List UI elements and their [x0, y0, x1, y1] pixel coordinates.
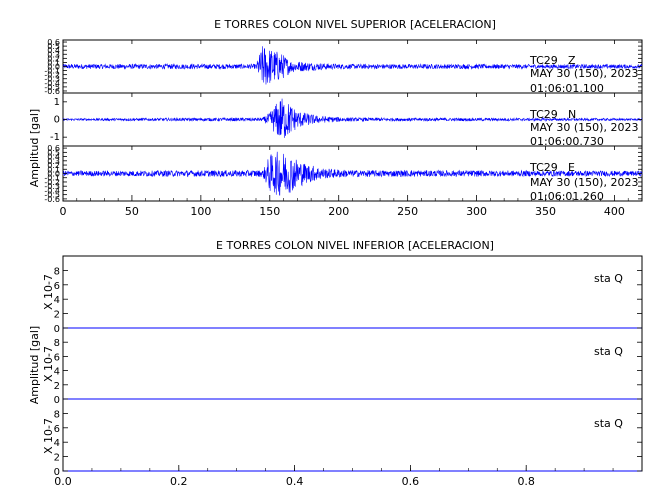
station-n: TC29 [529, 108, 558, 121]
y-tick-label: 0.4 [47, 153, 60, 162]
date-n: MAY 30 (150), 2023 [530, 121, 638, 134]
upper-y-axis-label: Amplitud [gal] [28, 109, 41, 187]
y-tick-label: 6 [54, 424, 60, 435]
y-tick-label: 8 [54, 409, 60, 420]
y-tick-label: -0.4 [44, 79, 60, 88]
y-tick-label: 0 [54, 324, 60, 335]
component-n: N [568, 108, 576, 121]
x-tick-label: 100 [190, 205, 211, 218]
sta-label-2: sta Q [594, 345, 623, 358]
y-tick-label: 0.5 [47, 42, 60, 51]
y-tick-label: 0.1 [47, 165, 60, 174]
upper-plot-area: 0.60.50.40.30.20.10.0-0.1-0.2-0.3-0.4-0.… [44, 38, 643, 218]
y-tick-label: 0.1 [47, 58, 60, 67]
y-tick-label: -0.5 [44, 191, 60, 200]
y-tick-label: 2 [54, 310, 60, 321]
lower-panel-1 [62, 255, 643, 329]
svg-text:E: E [568, 161, 575, 174]
scale-label-3: X 10-7 [42, 418, 55, 454]
y-tick-label: 6 [54, 352, 60, 363]
lower-panel-2 [62, 327, 643, 400]
y-tick-label: 0.5 [47, 148, 60, 157]
x-tick-label: 0 [60, 205, 67, 218]
x-tick-label: 0.4 [286, 475, 304, 488]
x-tick-label: 400 [604, 205, 625, 218]
y-tick-label: -0.5 [44, 83, 60, 92]
y-tick-label: 8 [54, 266, 60, 277]
scale-label-2: X 10-7 [42, 346, 55, 382]
time-z: 01:06:01.100 [530, 82, 604, 95]
x-tick-label: 200 [328, 205, 349, 218]
date-e: MAY 30 (150), 2023 [530, 176, 638, 189]
trace-z [62, 46, 643, 85]
x-tick-label: 300 [466, 205, 487, 218]
lower-panel-3 [62, 398, 643, 472]
station-e: TC29 [529, 161, 558, 174]
y-tick-label: -0.1 [44, 174, 60, 183]
y-tick-label: 0.3 [47, 157, 60, 166]
lower-y-axis-label: Amplitud [gal] [28, 326, 41, 404]
svg-text:Z: Z [568, 54, 576, 67]
x-tick-label: 350 [535, 205, 556, 218]
y-tick-label: 2 [54, 381, 60, 392]
sta-label-1: sta Q [594, 272, 623, 285]
x-tick-label: 0.2 [170, 475, 188, 488]
y-tick-label: 0 [54, 467, 60, 478]
channel-label-n: TC29 N MAY 30 (150), 2023 01:06:00.730 [529, 108, 638, 148]
x-tick-label: 50 [125, 205, 139, 218]
y-tick-label: 6 [54, 281, 60, 292]
y-tick-label: 0.4 [47, 46, 60, 55]
sta-label-3: sta Q [594, 417, 623, 430]
y-tick-label: 8 [54, 338, 60, 349]
lower-chart-title: E TORRES COLON NIVEL INFERIOR [ACELERACI… [216, 239, 494, 252]
y-tick-label: -0.1 [44, 67, 60, 76]
y-tick-label: 0 [54, 115, 60, 126]
y-tick-label: 0.6 [47, 38, 60, 47]
svg-text:N: N [568, 108, 576, 121]
scale-label-1: X 10-7 [42, 274, 55, 310]
y-tick-label: 2 [54, 453, 60, 464]
channel-label-z: TC29 Z MAY 30 (150), 2023 01:06:01.100 [529, 54, 638, 95]
x-tick-label: 150 [259, 205, 280, 218]
y-tick-label: 0.2 [47, 161, 60, 170]
lower-plot-area: 8 6 4 2 0 8 6 4 2 0 8 6 4 2 0 0.0 0.2 0.4 0.6 0.8 [54, 255, 643, 488]
y-tick-label: 0 [54, 395, 60, 406]
date-z: MAY 30 (150), 2023 [530, 67, 638, 80]
y-tick-label: -0.3 [44, 75, 60, 84]
time-n: 01:06:00.730 [530, 135, 604, 148]
trace-n [62, 98, 643, 138]
x-tick-label: 0.0 [54, 475, 72, 488]
time-e: 01:06:01.260 [530, 190, 604, 203]
y-tick-label: 4 [54, 295, 60, 306]
component-e: E [568, 161, 575, 174]
y-tick-label: -0.3 [44, 182, 60, 191]
svg-text:TC29: TC29 [529, 161, 558, 174]
station-z: TC29 [529, 54, 558, 67]
x-tick-label: 0.8 [517, 475, 535, 488]
x-tick-label: 0.6 [402, 475, 420, 488]
y-tick-label: 0.0 [47, 170, 60, 179]
y-tick-label: -1 [50, 132, 60, 143]
component-z: Z [568, 54, 576, 67]
y-tick-label: -0.2 [44, 71, 60, 80]
y-tick-label: -0.2 [44, 178, 60, 187]
y-tick-label: 0.0 [47, 63, 60, 72]
y-tick-label: 0.6 [47, 144, 60, 153]
y-tick-label: -0.4 [44, 186, 60, 195]
upper-chart-title: E TORRES COLON NIVEL SUPERIOR [ACELERACI… [214, 18, 496, 31]
trace-e [62, 151, 643, 196]
y-tick-label: 0.2 [47, 54, 60, 63]
y-tick-label: -0.6 [44, 87, 60, 96]
y-tick-label: 4 [54, 438, 60, 449]
y-tick-label: 0.3 [47, 50, 60, 59]
y-tick-label: 1 [54, 97, 60, 108]
svg-text:TC29: TC29 [529, 54, 558, 67]
y-tick-label: -0.6 [44, 195, 60, 204]
y-tick-label: 4 [54, 367, 60, 378]
x-tick-label: 250 [397, 205, 418, 218]
svg-text:TC29: TC29 [529, 108, 558, 121]
channel-label-e: TC29 E MAY 30 (150), 2023 01:06:01.260 [529, 161, 638, 203]
